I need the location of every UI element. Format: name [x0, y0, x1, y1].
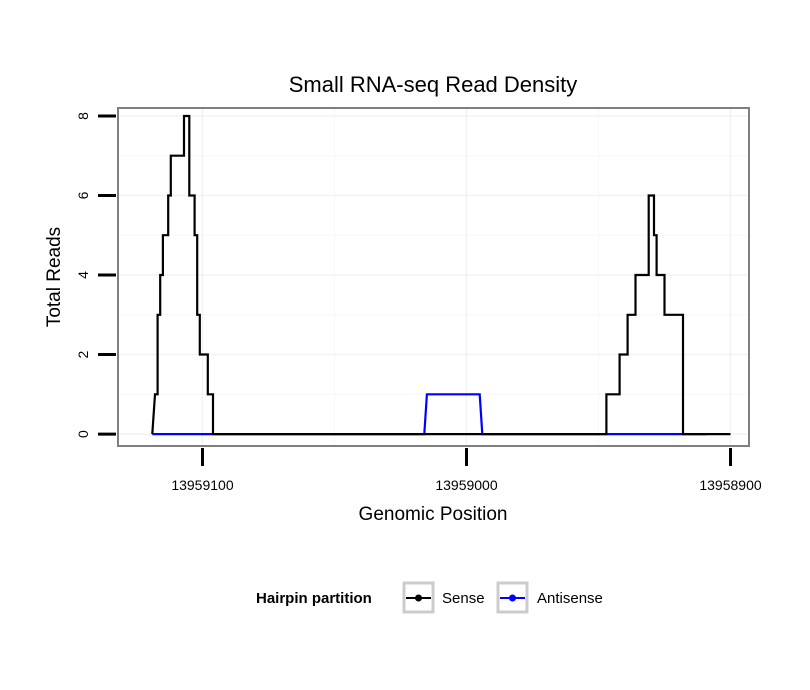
- y-axis-title: Total Reads: [44, 227, 65, 327]
- legend-label-sense: Sense: [442, 590, 485, 607]
- x-tick-label: 13958900: [699, 477, 762, 493]
- legend-point-antisense: [509, 594, 516, 602]
- legend-point-sense: [415, 594, 422, 602]
- legend-label-antisense: Antisense: [537, 590, 603, 607]
- y-tick-label: 2: [75, 350, 91, 358]
- x-tick-label: 13959100: [171, 477, 234, 493]
- y-tick-label: 6: [75, 191, 91, 199]
- y-tick-label: 8: [75, 112, 91, 120]
- legend: Hairpin partition Sense Antisense: [256, 581, 603, 614]
- y-tick-label: 4: [75, 271, 91, 279]
- chart-title: Small RNA-seq Read Density: [289, 72, 578, 97]
- x-axis-title: Genomic Position: [359, 504, 508, 525]
- plot-panel: [117, 107, 750, 447]
- axes: 0 2 4 6 8 13959100 13959000 13958900: [75, 112, 762, 493]
- legend-title: Hairpin partition: [256, 590, 372, 607]
- series-layer: [151, 114, 731, 436]
- x-tick-label: 13959000: [435, 477, 498, 493]
- y-tick-label: 0: [75, 430, 91, 438]
- series-line-sense: [151, 114, 731, 436]
